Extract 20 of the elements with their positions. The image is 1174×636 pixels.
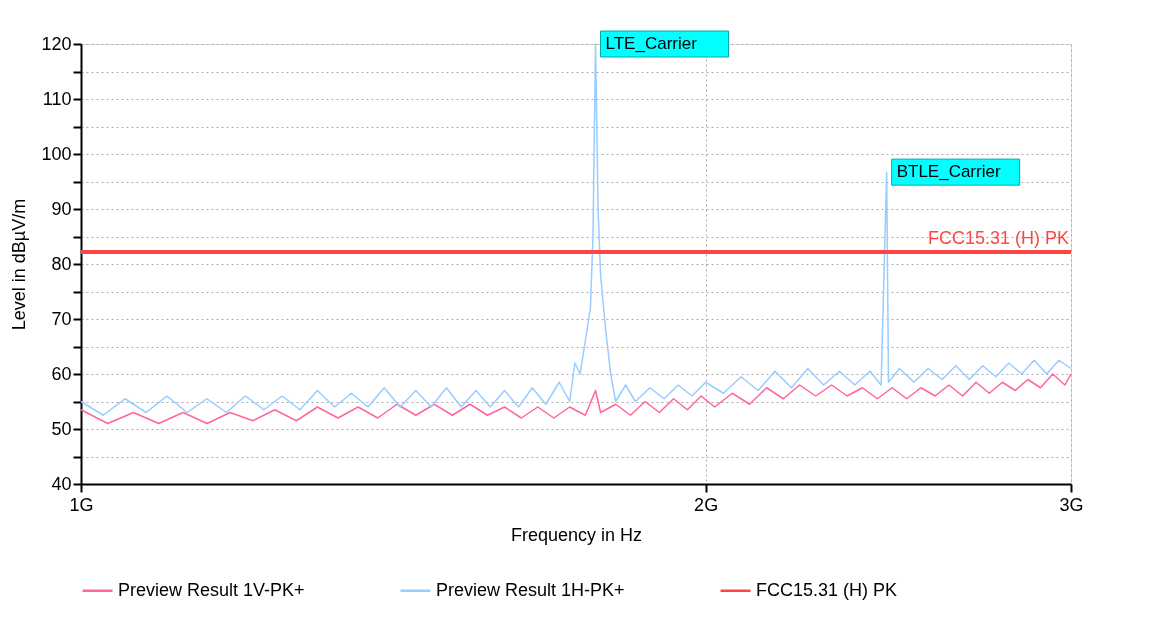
- y-tick-label: 100: [41, 143, 72, 164]
- y-tick-label: 90: [51, 198, 72, 219]
- legend-label: Preview Result 1H-PK+: [436, 579, 625, 600]
- y-tick-label: 120: [41, 33, 72, 54]
- x-tick-label: 1G: [69, 494, 94, 515]
- y-axis-title: Level in dBµV/m: [9, 198, 30, 331]
- annotation: LTE_Carrier: [605, 34, 698, 53]
- annotation: BTLE_Carrier: [896, 162, 1001, 182]
- y-tick-label: 40: [51, 473, 72, 494]
- x-tick-label: 3G: [1059, 494, 1084, 515]
- y-tick-label: 70: [51, 308, 72, 329]
- x-axis-title: Frequency in Hz: [510, 524, 643, 545]
- y-tick-label: 80: [51, 253, 72, 274]
- legend-label: Preview Result 1V-PK+: [118, 579, 305, 600]
- y-tick-label: 50: [51, 418, 72, 439]
- x-tick-label: 2G: [694, 494, 719, 515]
- legend-label: FCC15.31 (H) PK: [756, 579, 898, 600]
- y-tick-label: 110: [42, 88, 72, 109]
- y-tick-label: 60: [51, 363, 72, 384]
- annotation: FCC15.31 (H) PK: [927, 227, 1069, 248]
